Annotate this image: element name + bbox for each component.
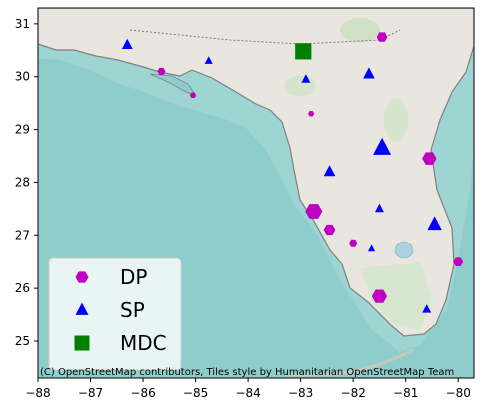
forest-patch — [340, 18, 380, 42]
sp-marker — [367, 244, 376, 252]
y-axis: 25 26 27 28 29 30 31 — [15, 17, 38, 348]
sp-marker — [301, 74, 311, 83]
x-tick-label: −87 — [78, 386, 103, 400]
dp-marker — [189, 92, 197, 98]
legend-sp-marker — [75, 302, 89, 315]
legend-sp-label: SP — [120, 298, 145, 322]
sp-marker — [373, 137, 392, 155]
x-tick-label: −81 — [393, 386, 418, 400]
y-tick-label: 28 — [15, 175, 30, 189]
dp-marker — [305, 204, 323, 219]
sp-marker — [427, 216, 442, 231]
y-tick-label: 26 — [15, 281, 30, 295]
sp-marker — [323, 165, 336, 177]
legend-mdc-marker — [74, 335, 90, 351]
forest-patch — [284, 76, 316, 96]
sp-marker — [204, 56, 213, 64]
sp-marker — [374, 203, 384, 213]
x-tick-label: −82 — [341, 386, 366, 400]
x-tick-label: −86 — [130, 386, 155, 400]
x-tick-label: −85 — [183, 386, 208, 400]
x-tick-label: −83 — [288, 386, 313, 400]
sp-marker — [363, 67, 375, 79]
sp-marker — [121, 38, 133, 50]
x-tick-label: −84 — [235, 386, 260, 400]
legend: DP SP MDC — [48, 257, 182, 371]
dp-marker — [323, 224, 336, 236]
map-attribution: (C) OpenStreetMap contributors, Tiles st… — [40, 367, 454, 378]
dp-marker — [157, 67, 166, 75]
legend-dp-marker — [75, 271, 89, 283]
scatter-markers — [121, 32, 464, 313]
x-axis: −88 −87 −86 −85 −84 −83 −82 −81 −80 — [25, 378, 471, 400]
bay-shape — [149, 73, 198, 97]
dp-marker — [376, 32, 388, 42]
y-tick-label: 29 — [15, 123, 30, 137]
dp-marker — [308, 110, 315, 117]
sp-marker — [422, 304, 432, 313]
legend-dp-label: DP — [120, 265, 147, 289]
forest-patch — [384, 98, 408, 142]
y-tick-label: 31 — [15, 17, 30, 31]
lake-okeechobee — [394, 241, 414, 259]
everglades — [360, 262, 432, 330]
x-tick-label: −88 — [25, 386, 50, 400]
x-tick-label: −80 — [446, 386, 471, 400]
y-tick-label: 27 — [15, 228, 30, 242]
dp-marker — [453, 257, 464, 266]
dp-marker — [371, 289, 388, 303]
florida-keys — [288, 348, 414, 377]
dp-marker — [422, 152, 437, 165]
mdc-marker — [295, 43, 312, 60]
legend-mdc-label: MDC — [120, 331, 167, 355]
y-tick-label: 25 — [15, 334, 30, 348]
dp-marker — [349, 239, 358, 247]
plot-frame — [37, 7, 475, 379]
y-tick-label: 30 — [15, 70, 30, 84]
